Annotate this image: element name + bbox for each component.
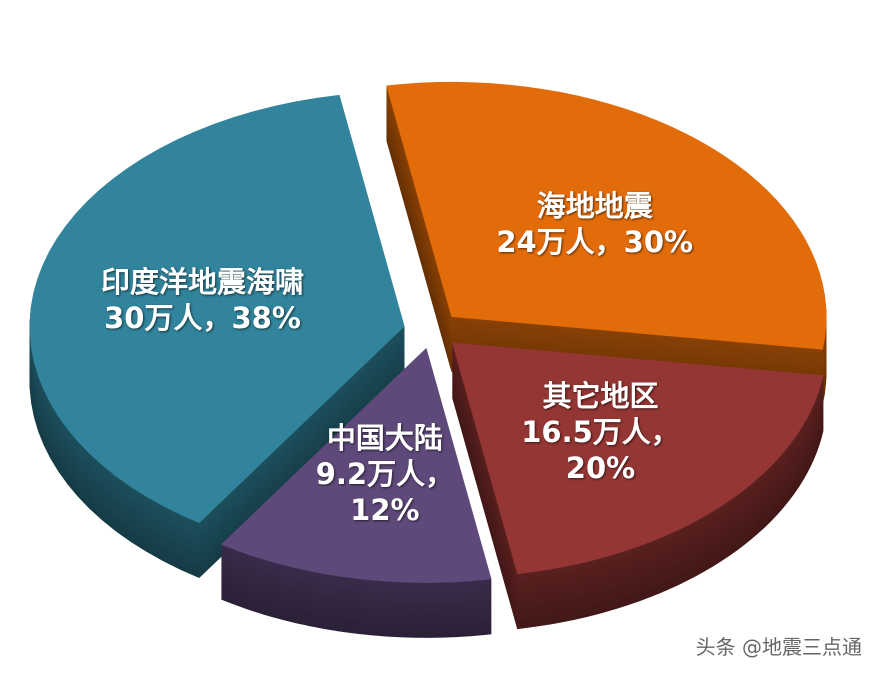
slice-label: 中国大陆 9.2万人，12% xyxy=(298,420,472,528)
slice-label: 其它地区 16.5万人，20% xyxy=(506,378,696,486)
slice-name: 海地地震 xyxy=(536,188,653,223)
value-label: 16.5万人，20% xyxy=(521,415,680,486)
value-label: 30万人，38% xyxy=(104,301,301,336)
slice-name: 其它地区 xyxy=(542,379,659,414)
slice xyxy=(29,94,405,523)
slice-label: 印度洋地震海啸 30万人，38% xyxy=(101,264,304,336)
slice-name: 印度洋地震海啸 xyxy=(101,265,305,300)
slice-name: 中国大陆 xyxy=(326,421,443,456)
watermark: 头条 @地震三点通 xyxy=(695,635,862,659)
value-label: 24万人，30% xyxy=(496,224,694,259)
slice xyxy=(386,81,827,350)
slice xyxy=(452,342,824,575)
slice-label: 海地地震 24万人，30% xyxy=(496,188,693,260)
slice xyxy=(221,347,492,583)
value-label: 9.2万人，12% xyxy=(315,457,455,528)
